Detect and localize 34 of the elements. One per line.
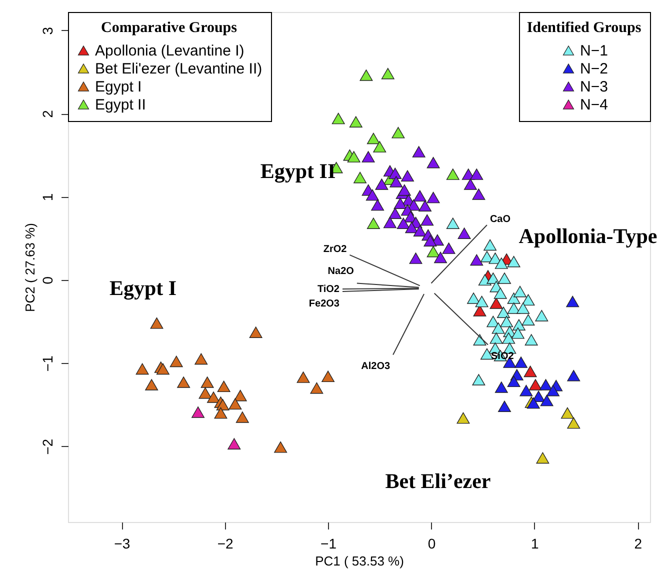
- legend-label: Apollonia (Levantine I): [95, 42, 244, 60]
- legend-label: Bet Eli'ezer (Levantine II): [95, 60, 262, 78]
- series-label: CaO: [490, 214, 511, 225]
- y-tick-label: 3: [40, 26, 56, 35]
- annotation: Bet Eli’ezer: [385, 469, 491, 493]
- legend-label: N−3: [580, 78, 608, 96]
- y-tick-label: −1: [40, 355, 56, 372]
- series-label: Fe2O3: [308, 298, 340, 310]
- legend-label: N−2: [580, 60, 608, 78]
- series-label: Na2O: [328, 266, 354, 278]
- x-tick-label: −1: [320, 536, 337, 552]
- legend-label: N−4: [580, 96, 608, 114]
- x-tick-label: 1: [531, 536, 540, 552]
- y-tick-label: −2: [40, 438, 56, 455]
- series-label: Al2O3: [361, 360, 390, 372]
- x-axis-title: PC1 ( 53.53 %): [315, 554, 404, 568]
- legend-label: Egypt II: [95, 96, 146, 114]
- annotation: Apollonia-Type: [518, 224, 658, 248]
- annotation: Egypt I: [109, 276, 177, 300]
- y-tick-label: 2: [40, 110, 56, 118]
- series-label: ZrO2: [323, 244, 348, 255]
- legend-label: N−1: [580, 42, 608, 60]
- y-tick-label: 1: [40, 193, 56, 202]
- y-tick-label: 0: [40, 276, 56, 284]
- y-axis-title: PC2 ( 27.63 %): [22, 223, 38, 312]
- x-tick-label: −2: [217, 536, 234, 552]
- annotation: Egypt II: [260, 159, 336, 183]
- x-tick-label: −3: [114, 536, 130, 552]
- legend-label: Egypt I: [95, 78, 142, 96]
- annotation: Identified Groups: [526, 20, 642, 36]
- series-label: TiO2: [317, 284, 340, 296]
- x-tick-label: 2: [634, 536, 642, 552]
- legend-title: Comparative Groups: [101, 20, 238, 36]
- x-tick-label: 0: [428, 536, 436, 552]
